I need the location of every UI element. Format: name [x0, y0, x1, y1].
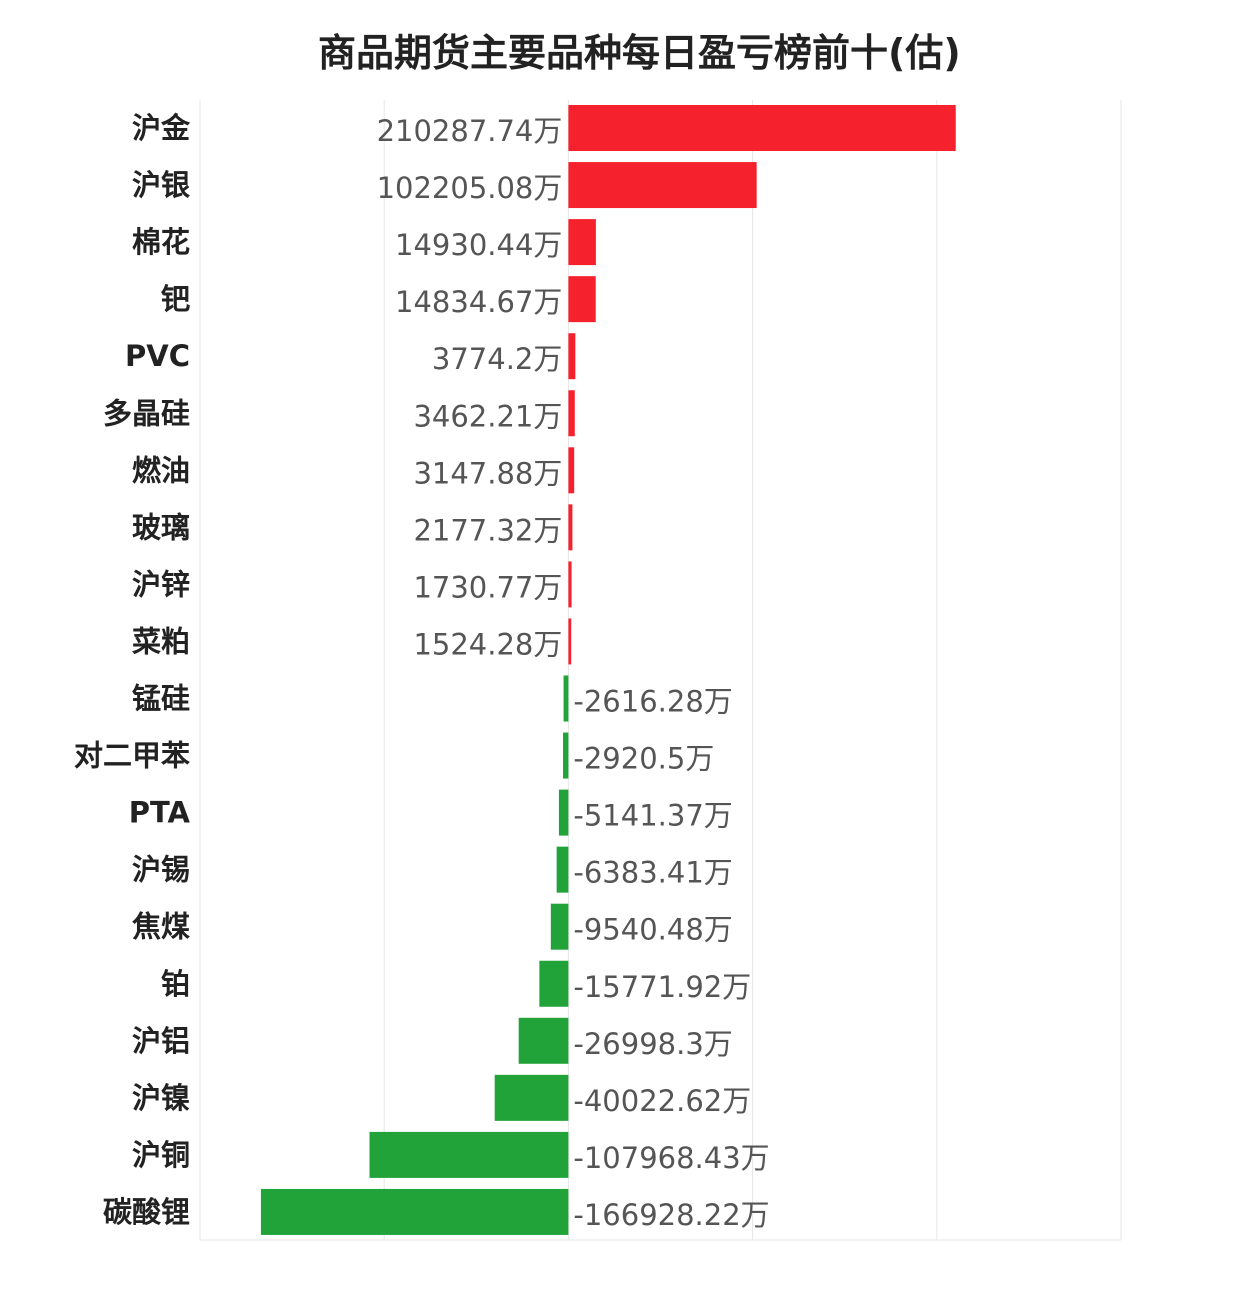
category-label: 沪镍: [132, 1081, 190, 1115]
value-label: 3147.88万: [413, 456, 562, 490]
category-label: PVC: [125, 339, 190, 373]
bar: [518, 1017, 569, 1064]
bar: [556, 846, 569, 893]
bar: [550, 903, 569, 950]
bar: [568, 162, 757, 209]
category-label: 燃油: [132, 453, 190, 487]
category-label: 沪银: [132, 168, 190, 202]
bar: [260, 1188, 569, 1235]
value-label: 1524.28万: [413, 627, 562, 661]
bar: [568, 333, 576, 380]
bar: [369, 1131, 569, 1178]
category-label: 菜粕: [132, 624, 190, 658]
value-label: -40022.62万: [573, 1084, 751, 1118]
value-label: -2920.5万: [573, 742, 714, 776]
bar: [568, 219, 596, 266]
category-label: 玻璃: [132, 510, 190, 544]
value-label: -15771.92万: [573, 970, 751, 1004]
category-label: 沪锌: [132, 567, 190, 601]
grid-lines: [199, 100, 1122, 1241]
value-label: 14834.67万: [395, 285, 562, 319]
value-label: 2177.32万: [413, 513, 562, 547]
category-label: 沪锡: [132, 853, 190, 887]
bar: [558, 789, 569, 836]
category-label: 棉花: [132, 225, 190, 259]
value-label: -6383.41万: [573, 856, 732, 890]
value-label: -166928.22万: [573, 1198, 769, 1232]
value-label: 210287.74万: [377, 114, 563, 148]
category-label: 沪铝: [132, 1024, 190, 1058]
bar: [539, 960, 569, 1007]
category-label: 锰硅: [132, 682, 190, 716]
category-label: PTA: [129, 796, 191, 830]
value-label: -2616.28万: [573, 685, 732, 719]
chart-title: 商品期货主要品种每日盈亏榜前十(估): [318, 31, 961, 75]
value-label: -26998.3万: [573, 1027, 732, 1061]
value-label: -107968.43万: [573, 1141, 769, 1175]
bar: [568, 276, 596, 323]
value-label: 3462.21万: [413, 399, 562, 433]
bar: [568, 390, 575, 437]
category-label: 碳酸锂: [103, 1195, 190, 1229]
category-label: 焦煤: [132, 910, 190, 944]
bar: [563, 732, 569, 779]
value-label: 102205.08万: [377, 171, 563, 205]
bar: [568, 504, 573, 551]
category-label: 多晶硅: [103, 396, 190, 430]
category-label: 钯: [161, 282, 190, 316]
category-label: 铂: [161, 967, 190, 1001]
bar: [494, 1074, 569, 1121]
bar: [568, 561, 572, 608]
value-label: 1730.77万: [413, 570, 562, 604]
bar: [568, 447, 575, 494]
value-label: -9540.48万: [573, 913, 732, 947]
value-label: -5141.37万: [573, 799, 732, 833]
category-label: 对二甲苯: [74, 739, 190, 773]
bars: [260, 105, 956, 1235]
bar: [568, 618, 572, 665]
category-label: 沪铜: [132, 1138, 190, 1172]
value-label: 3774.2万: [432, 342, 562, 376]
category-label: 沪金: [132, 111, 191, 145]
bar: [563, 675, 569, 722]
bar: [568, 105, 956, 151]
value-label: 14930.44万: [395, 228, 562, 262]
